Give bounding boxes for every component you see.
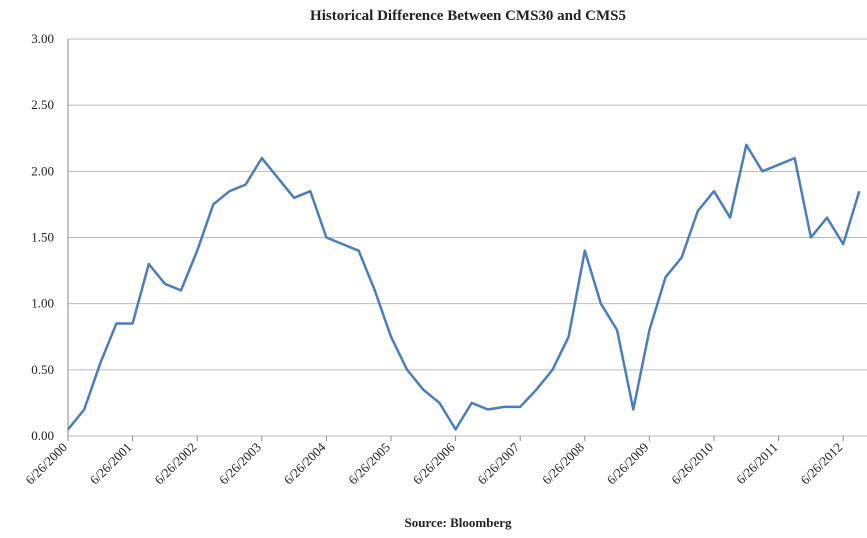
x-tick-label: 6/26/2010: [668, 440, 716, 488]
y-tick-label: 1.50: [31, 230, 54, 245]
x-tick-label: 6/26/2011: [733, 440, 781, 488]
y-tick-label: 1.00: [31, 296, 54, 311]
x-tick-label: 6/26/2001: [87, 440, 135, 488]
x-tick-label: 6/26/2003: [216, 440, 264, 488]
x-tick-label: 6/26/2007: [474, 439, 522, 487]
x-tick-label: 6/26/2009: [604, 440, 652, 488]
x-tick-label: 6/26/2000: [22, 440, 70, 488]
y-tick-label: 0.00: [31, 428, 54, 443]
x-tick-label: 6/26/2012: [797, 440, 845, 488]
y-tick-label: 3.00: [31, 31, 54, 46]
y-tick-label: 2.50: [31, 97, 54, 112]
y-tick-label: 2.00: [31, 163, 54, 178]
source-note: Source: Bloomberg: [405, 515, 512, 530]
x-tick-label: 6/26/2004: [281, 439, 329, 487]
chart-title: Historical Difference Between CMS30 and …: [310, 8, 626, 24]
x-tick-label: 6/26/2006: [410, 439, 458, 487]
y-tick-label: 0.50: [31, 362, 54, 377]
x-tick-label: 6/26/2005: [345, 440, 393, 488]
data-line: [67, 143, 861, 431]
x-tick-label: 6/26/2002: [151, 440, 199, 488]
x-tick-label: 6/26/2008: [539, 440, 587, 488]
